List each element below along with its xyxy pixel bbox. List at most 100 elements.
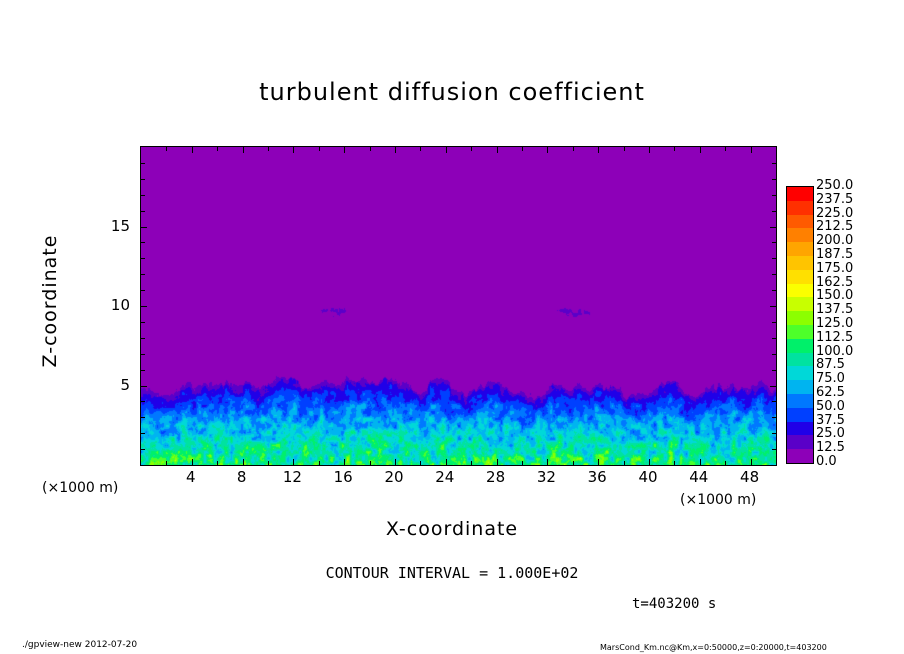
colorbar-label: 212.5	[816, 219, 854, 235]
x-minor-tick	[166, 461, 168, 465]
x-tick-mark-top	[649, 147, 650, 153]
colorbar-segment	[787, 255, 813, 270]
x-tick-label: 4	[186, 468, 196, 486]
y-minor-tick-right	[772, 242, 776, 244]
x-minor-tick	[471, 461, 473, 465]
colorbar-segment	[787, 283, 813, 298]
x-axis-title: X-coordinate	[385, 518, 519, 540]
y-minor-tick-right	[772, 417, 776, 419]
x-tick-mark-top	[395, 147, 396, 153]
x-tick-label: 44	[689, 468, 709, 486]
y-minor-tick	[141, 210, 145, 212]
x-tick-mark-top	[191, 147, 193, 153]
y-minor-tick-right	[772, 274, 776, 276]
colorbar-label: 237.5	[816, 191, 854, 207]
y-minor-tick-right	[772, 433, 776, 435]
x-tick-mark-top	[547, 147, 549, 153]
x-minor-tick-top	[268, 147, 269, 151]
colorbar-label: 225.0	[816, 205, 854, 221]
colorbar-segment	[787, 297, 813, 312]
y-axis-unit-label: (×1000 m)	[42, 480, 119, 496]
colorbar-segment	[787, 435, 813, 450]
y-tick-mark	[141, 306, 147, 307]
y-minor-tick-right	[772, 258, 776, 260]
x-tick-mark	[344, 459, 346, 465]
y-minor-tick-right	[772, 194, 776, 196]
x-tick-mark	[496, 459, 498, 465]
y-minor-tick-right	[772, 290, 776, 292]
x-minor-tick	[674, 461, 676, 465]
x-tick-mark	[242, 459, 244, 465]
colorbar-segment	[787, 449, 813, 463]
x-minor-tick	[725, 461, 727, 465]
x-minor-tick-top	[623, 147, 625, 151]
x-minor-tick-top	[369, 147, 371, 151]
y-tick-mark-right	[770, 385, 776, 387]
x-tick-label: 16	[333, 468, 353, 486]
x-tick-mark-top	[496, 147, 498, 153]
x-minor-tick	[318, 461, 320, 465]
y-minor-tick	[141, 401, 145, 403]
y-minor-tick-right	[772, 337, 776, 339]
x-minor-tick-top	[318, 147, 320, 151]
footer-right-text: MarsCond_Km.nc@Km,x=0:50000,z=0:20000,t=…	[600, 643, 827, 652]
x-minor-tick	[623, 461, 625, 465]
y-minor-tick	[141, 242, 145, 244]
colorbar-segment	[787, 214, 813, 229]
x-minor-tick-top	[420, 147, 422, 151]
x-minor-tick	[268, 461, 269, 465]
x-minor-tick-top	[522, 147, 523, 151]
y-tick-mark-right	[770, 226, 776, 228]
colorbar-label: 187.5	[816, 247, 854, 262]
footer-left-text: ./gpview-new 2012-07-20	[22, 640, 138, 650]
x-tick-mark	[191, 459, 193, 465]
colorbar-segment	[787, 393, 813, 408]
x-minor-tick-top	[217, 147, 219, 151]
x-tick-mark-top	[750, 147, 752, 153]
y-tick-mark	[141, 385, 147, 387]
y-minor-tick	[141, 337, 145, 339]
x-tick-mark	[395, 459, 396, 465]
y-tick-label: 5	[120, 375, 130, 394]
y-tick-mark-right	[770, 306, 776, 307]
y-minor-tick	[141, 433, 145, 435]
heatmap-plot-area	[140, 146, 777, 466]
y-minor-tick	[141, 178, 145, 180]
colorbar-label: 25.0	[816, 426, 845, 442]
y-minor-tick-right	[772, 178, 776, 180]
x-minor-tick	[369, 461, 371, 465]
colorbar-label: 150.0	[816, 288, 854, 304]
x-tick-label: 40	[638, 468, 658, 486]
y-minor-tick-right	[772, 369, 776, 371]
heatmap-canvas	[141, 147, 776, 465]
chart-title: turbulent diffusion coefficient	[259, 78, 645, 106]
x-tick-mark	[699, 459, 701, 465]
y-minor-tick	[141, 369, 145, 371]
x-tick-mark-top	[242, 147, 244, 153]
colorbar-label: 62.5	[816, 385, 845, 400]
y-minor-tick	[141, 321, 145, 323]
x-tick-mark-top	[293, 147, 295, 153]
x-tick-mark-top	[699, 147, 701, 153]
colorbar-label: 200.0	[816, 233, 854, 249]
x-tick-label: 12	[282, 468, 302, 486]
x-tick-mark-top	[344, 147, 346, 153]
colorbar-label: 50.0	[816, 398, 845, 414]
colorbar-label: 137.5	[816, 302, 854, 318]
x-tick-label: 28	[486, 468, 506, 486]
colorbar-segment	[787, 407, 813, 422]
colorbar-label: 112.5	[816, 329, 854, 345]
y-minor-tick-right	[772, 401, 776, 403]
x-minor-tick	[420, 461, 422, 465]
colorbar-segment	[787, 311, 813, 325]
contour-interval-note: CONTOUR INTERVAL = 1.000E+02	[325, 564, 579, 582]
colorbar-segment	[787, 269, 813, 284]
x-axis-unit-label: (×1000 m)	[680, 492, 757, 508]
y-tick-label: 10	[110, 296, 130, 314]
colorbar-segment	[787, 352, 813, 367]
y-minor-tick	[141, 258, 145, 260]
colorbar-segment	[787, 200, 813, 215]
colorbar-label: 175.0	[816, 260, 854, 276]
y-tick-mark	[141, 226, 147, 228]
y-minor-tick	[141, 353, 145, 355]
